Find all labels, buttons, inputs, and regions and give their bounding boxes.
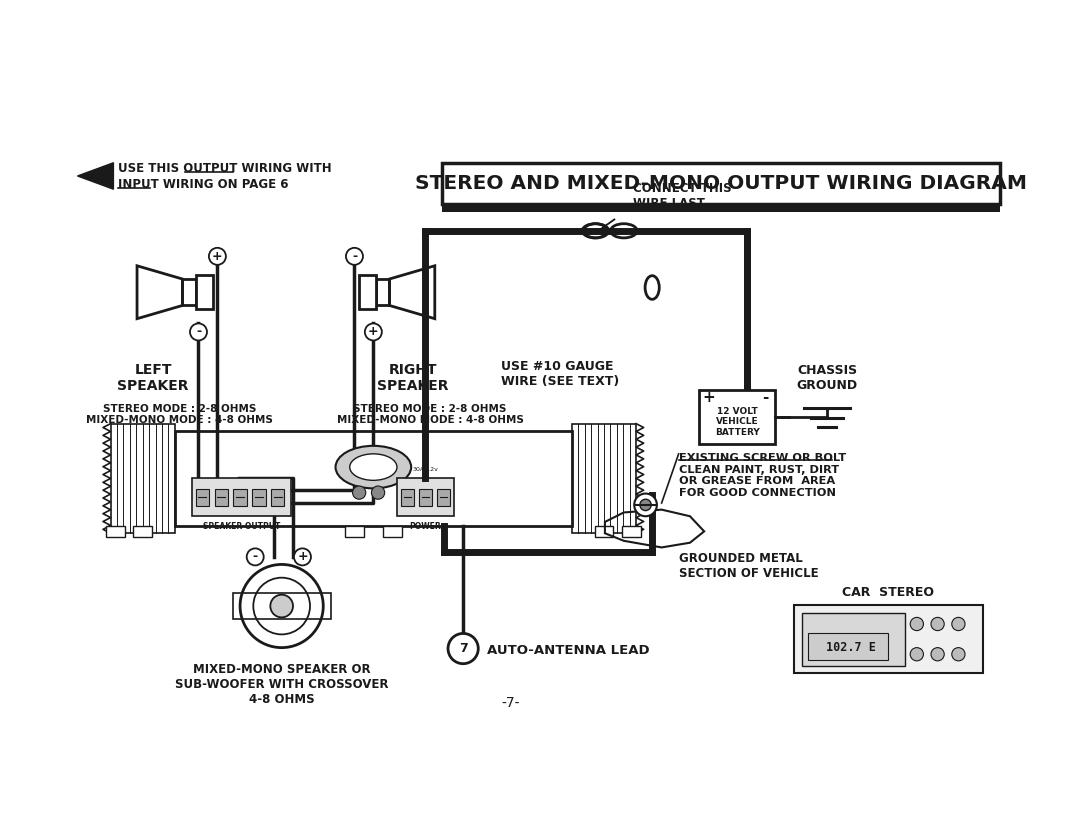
Text: USE #10 GAUGE
WIRE (SEE TEXT): USE #10 GAUGE WIRE (SEE TEXT) <box>501 360 619 389</box>
Circle shape <box>240 565 323 648</box>
Bar <box>376 279 390 305</box>
Bar <box>233 489 246 506</box>
Text: -: - <box>762 389 769 404</box>
Bar <box>594 525 613 537</box>
Circle shape <box>254 578 310 635</box>
Circle shape <box>246 549 264 565</box>
Text: POWER: POWER <box>409 522 442 531</box>
Text: -7-: -7- <box>501 696 519 711</box>
Text: -: - <box>195 325 201 339</box>
Bar <box>571 424 636 533</box>
Text: -: - <box>352 250 357 263</box>
Text: LEFT
SPEAKER: LEFT SPEAKER <box>118 363 189 394</box>
Bar <box>195 489 208 506</box>
Bar <box>183 279 195 305</box>
Text: CONNECT THIS
WIRE LAST: CONNECT THIS WIRE LAST <box>633 182 732 210</box>
Bar <box>110 424 175 533</box>
Text: 7: 7 <box>459 642 468 655</box>
Bar <box>175 431 571 525</box>
Text: USE THIS OUTPUT WIRING WITH: USE THIS OUTPUT WIRING WITH <box>118 162 332 175</box>
Circle shape <box>910 648 923 661</box>
Circle shape <box>448 634 478 664</box>
Text: +: + <box>368 325 379 339</box>
Text: 12 VOLT
VEHICLE
BATTERY: 12 VOLT VEHICLE BATTERY <box>715 407 759 437</box>
Circle shape <box>208 248 226 265</box>
Circle shape <box>346 248 363 265</box>
Bar <box>622 525 640 537</box>
Bar <box>106 525 125 537</box>
Ellipse shape <box>336 446 411 489</box>
Text: EXISTING SCREW OR BOLT
CLEAN PAINT, RUST, DIRT
OR GREASE FROM  AREA
FOR GOOD CON: EXISTING SCREW OR BOLT CLEAN PAINT, RUST… <box>678 453 846 498</box>
Text: RIGHT
SPEAKER: RIGHT SPEAKER <box>377 363 449 394</box>
Text: 30A/12v: 30A/12v <box>413 467 438 472</box>
Polygon shape <box>78 163 113 189</box>
Text: MIXED-MONO MODE : 4-8 OHMS: MIXED-MONO MODE : 4-8 OHMS <box>86 415 273 425</box>
Bar <box>253 489 266 506</box>
Bar <box>360 275 376 309</box>
Bar <box>436 489 450 506</box>
Text: STEREO AND MIXED-MONO OUTPUT WIRING DIAGRAM: STEREO AND MIXED-MONO OUTPUT WIRING DIAG… <box>415 174 1027 193</box>
Text: STEREO MODE : 2-8 OHMS: STEREO MODE : 2-8 OHMS <box>353 404 507 414</box>
Text: +: + <box>702 389 715 404</box>
Bar <box>345 525 364 537</box>
Bar <box>808 634 889 660</box>
Bar <box>419 489 432 506</box>
Ellipse shape <box>350 454 397 480</box>
Circle shape <box>634 494 657 516</box>
Text: +: + <box>212 250 222 263</box>
Bar <box>192 479 292 516</box>
Circle shape <box>352 486 366 500</box>
Circle shape <box>190 324 207 340</box>
Text: +: + <box>297 550 308 564</box>
Bar <box>271 489 284 506</box>
Text: MIXED-MONO SPEAKER OR
SUB-WOOFER WITH CROSSOVER
4-8 OHMS: MIXED-MONO SPEAKER OR SUB-WOOFER WITH CR… <box>175 663 389 706</box>
Circle shape <box>931 648 944 661</box>
Text: MIXED-MONO MODE : 4-8 OHMS: MIXED-MONO MODE : 4-8 OHMS <box>337 415 524 425</box>
Circle shape <box>294 549 311 565</box>
Text: INPUT WIRING ON PAGE 6: INPUT WIRING ON PAGE 6 <box>118 178 288 191</box>
Circle shape <box>270 595 293 617</box>
Text: STEREO MODE : 2-8 OHMS: STEREO MODE : 2-8 OHMS <box>103 404 256 414</box>
Circle shape <box>365 324 382 340</box>
Circle shape <box>372 486 384 500</box>
Circle shape <box>910 617 923 631</box>
Bar <box>443 163 1000 204</box>
Text: GROUNDED METAL
SECTION OF VEHICLE: GROUNDED METAL SECTION OF VEHICLE <box>678 552 819 580</box>
Bar <box>397 479 454 516</box>
Bar <box>215 489 228 506</box>
Text: FUSE: FUSE <box>361 467 377 472</box>
Text: -: - <box>253 550 258 564</box>
Circle shape <box>639 500 651 510</box>
Circle shape <box>951 648 966 661</box>
Bar <box>443 204 1000 212</box>
Bar <box>794 605 983 673</box>
Bar <box>401 489 414 506</box>
Text: 102.7 E: 102.7 E <box>826 641 876 654</box>
Bar <box>195 275 213 309</box>
Bar <box>133 525 152 537</box>
Bar <box>382 525 402 537</box>
Text: SPEAKER OUTPUT: SPEAKER OUTPUT <box>203 522 280 531</box>
Text: CAR  STEREO: CAR STEREO <box>842 586 934 600</box>
Circle shape <box>951 617 966 631</box>
Text: AUTO-ANTENNA LEAD: AUTO-ANTENNA LEAD <box>487 644 649 657</box>
Text: CHASSIS
GROUND: CHASSIS GROUND <box>796 364 858 393</box>
Bar <box>700 389 775 445</box>
Circle shape <box>931 617 944 631</box>
Bar <box>232 593 330 620</box>
Bar <box>801 613 905 666</box>
